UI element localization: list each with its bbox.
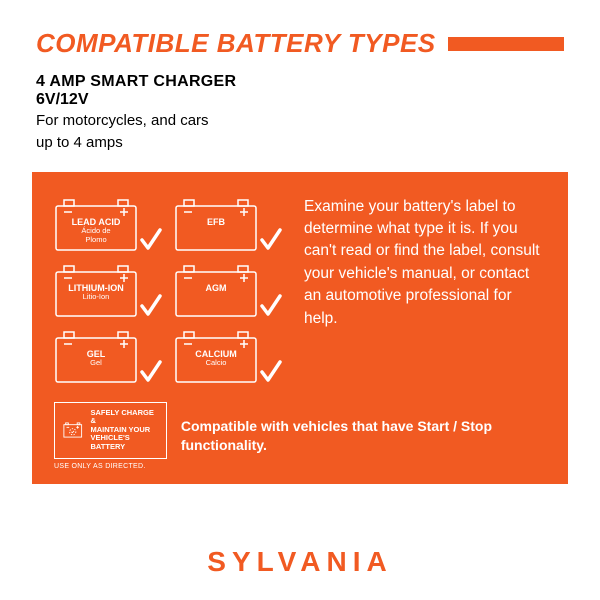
- battery-icon: LEAD ACIDÁcido de Plomo: [54, 194, 138, 252]
- compat-text: Compatible with vehicles that have Start…: [181, 417, 546, 453]
- product-name: 4 AMP SMART CHARGER: [36, 73, 564, 91]
- safe-line-1: SAFELY CHARGE &: [91, 409, 158, 426]
- battery-icon: EFB: [174, 194, 258, 252]
- battery-cell: AGM: [174, 260, 282, 318]
- battery-icon: GELGel: [54, 326, 138, 384]
- battery-cell: EFB: [174, 194, 282, 252]
- use-only-text: USE ONLY AS DIRECTED.: [54, 463, 167, 470]
- subhead: 4 AMP SMART CHARGER 6V/12V For motorcycl…: [0, 59, 600, 154]
- battery-label: AGM: [174, 284, 258, 294]
- battery-cell: LITHIUM-IONLitio-Ion: [54, 260, 162, 318]
- check-icon: [140, 358, 162, 384]
- check-icon: [260, 358, 282, 384]
- battery-grid: LEAD ACIDÁcido de Plomo EFB LITHIUM-IONL…: [54, 194, 282, 384]
- battery-label: GELGel: [54, 350, 138, 368]
- check-icon: [140, 292, 162, 318]
- battery-icon: AGM: [174, 260, 258, 318]
- battery-label: LITHIUM-IONLitio-Ion: [54, 284, 138, 302]
- safe-line-3: VEHICLE'S BATTERY: [91, 434, 158, 451]
- panel-top-row: LEAD ACIDÁcido de Plomo EFB LITHIUM-IONL…: [54, 194, 546, 384]
- battery-icon: CALCIUMCalcio: [174, 326, 258, 384]
- battery-icon: LITHIUM-IONLitio-Ion: [54, 260, 138, 318]
- header-accent-bar: [448, 37, 564, 51]
- battery-label: LEAD ACIDÁcido de Plomo: [54, 218, 138, 244]
- battery-label: EFB: [174, 218, 258, 228]
- product-desc-1: For motorcycles, and cars: [36, 111, 564, 131]
- battery-small-icon: [63, 421, 83, 439]
- battery-cell: LEAD ACIDÁcido de Plomo: [54, 194, 162, 252]
- panel-foot-row: SAFELY CHARGE & MAINTAIN YOUR VEHICLE'S …: [54, 402, 546, 470]
- battery-cell: CALCIUMCalcio: [174, 326, 282, 384]
- explain-text: Examine your battery's label to determin…: [304, 194, 546, 384]
- safe-text: SAFELY CHARGE & MAINTAIN YOUR VEHICLE'S …: [91, 409, 158, 452]
- page-title: COMPATIBLE BATTERY TYPES: [36, 28, 436, 59]
- battery-cell: GELGel: [54, 326, 162, 384]
- check-icon: [260, 226, 282, 252]
- brand-logo: SYLVANIA: [0, 546, 600, 578]
- battery-label: CALCIUMCalcio: [174, 350, 258, 368]
- voltage-label: 6V/12V: [36, 91, 564, 109]
- battery-panel: LEAD ACIDÁcido de Plomo EFB LITHIUM-IONL…: [32, 172, 568, 484]
- product-desc-2: up to 4 amps: [36, 133, 564, 153]
- safe-block: SAFELY CHARGE & MAINTAIN YOUR VEHICLE'S …: [54, 402, 167, 470]
- check-icon: [140, 226, 162, 252]
- safe-box: SAFELY CHARGE & MAINTAIN YOUR VEHICLE'S …: [54, 402, 167, 459]
- check-icon: [260, 292, 282, 318]
- header: COMPATIBLE BATTERY TYPES: [0, 0, 600, 59]
